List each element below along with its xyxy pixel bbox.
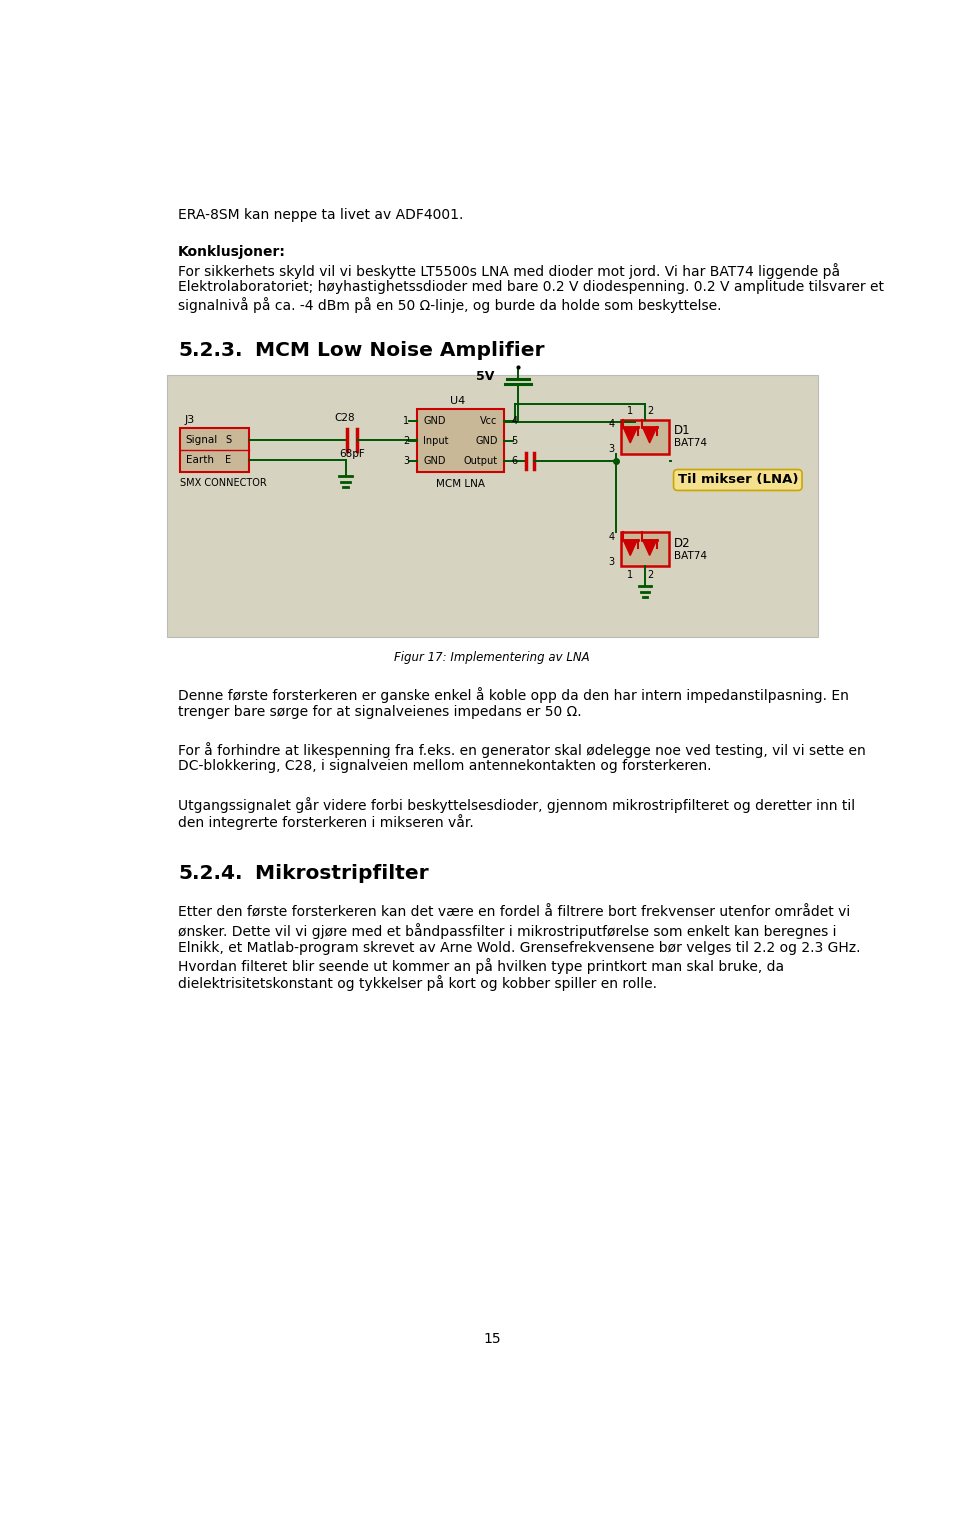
Text: Input: Input (423, 436, 449, 446)
Text: 3: 3 (609, 557, 614, 567)
Text: D2: D2 (674, 537, 690, 550)
Text: ønsker. Dette vil vi gjøre med et båndpassfilter i mikrostriputførelse som enkel: ønsker. Dette vil vi gjøre med et båndpa… (179, 924, 836, 939)
Text: MCM LNA: MCM LNA (436, 480, 485, 489)
Text: D1: D1 (674, 425, 690, 437)
Text: 4: 4 (609, 419, 614, 430)
Text: 5V: 5V (476, 370, 494, 384)
Text: 5.2.4.: 5.2.4. (179, 864, 243, 884)
Text: S: S (226, 436, 231, 445)
Text: 5: 5 (512, 436, 517, 446)
Text: For å forhindre at likespenning fra f.eks. en generator skal ødelegge noe ved te: For å forhindre at likespenning fra f.ek… (179, 742, 866, 758)
Text: ERA-8SM kan neppe ta livet av ADF4001.: ERA-8SM kan neppe ta livet av ADF4001. (179, 208, 464, 222)
Text: 3: 3 (403, 456, 409, 466)
Text: den integrerte forsterkeren i mikseren vår.: den integrerte forsterkeren i mikseren v… (179, 813, 474, 830)
Text: Utgangssignalet går videre forbi beskyttelsesdioder, gjennom mikrostripfilteret : Utgangssignalet går videre forbi beskytt… (179, 797, 855, 812)
Bar (418, 410, 504, 472)
Bar (180, 428, 250, 472)
Text: 15: 15 (483, 1332, 501, 1346)
Text: 6: 6 (512, 456, 517, 466)
Text: 2: 2 (647, 570, 654, 581)
Text: Mikrostripfilter: Mikrostripfilter (234, 864, 428, 884)
Text: Elnikk, et Matlab-program skrevet av Arne Wold. Grensefrekvensene bør velges til: Elnikk, et Matlab-program skrevet av Arn… (179, 940, 860, 954)
Text: GND: GND (423, 416, 445, 425)
Text: 4: 4 (609, 532, 614, 541)
Text: J3: J3 (184, 414, 195, 425)
Text: Denne første forsterkeren er ganske enkel å koble opp da den har intern impedans: Denne første forsterkeren er ganske enke… (179, 688, 849, 703)
Text: SMX CONNECTOR: SMX CONNECTOR (180, 479, 266, 488)
Bar (166, 375, 818, 638)
Text: Elektrolaboratoriet; høyhastighetssdioder med bare 0.2 V diodespenning. 0.2 V am: Elektrolaboratoriet; høyhastighetssdiode… (179, 280, 884, 294)
Text: 1: 1 (627, 570, 634, 581)
Polygon shape (642, 428, 657, 443)
Bar (621, 420, 669, 454)
Text: 2: 2 (647, 407, 654, 416)
Text: MCM Low Noise Amplifier: MCM Low Noise Amplifier (234, 341, 544, 361)
Text: 4: 4 (512, 416, 517, 425)
Text: Signal: Signal (185, 436, 218, 445)
Text: GND: GND (475, 436, 497, 446)
Text: For sikkerhets skyld vil vi beskytte LT5500s LNA med dioder mot jord. Vi har BAT: For sikkerhets skyld vil vi beskytte LT5… (179, 263, 840, 278)
Bar (621, 532, 669, 566)
Text: Vcc: Vcc (480, 416, 497, 425)
Text: Earth: Earth (185, 454, 214, 465)
Text: 1: 1 (403, 416, 409, 425)
Text: Konklusjoner:: Konklusjoner: (179, 245, 286, 258)
Polygon shape (623, 540, 637, 555)
Text: 3: 3 (609, 443, 614, 454)
Text: Til mikser (LNA): Til mikser (LNA) (678, 474, 798, 486)
Text: BAT74: BAT74 (674, 550, 707, 561)
Text: Etter den første forsterkeren kan det være en fordel å filtrere bort frekvenser : Etter den første forsterkeren kan det væ… (179, 905, 851, 920)
Text: U4: U4 (450, 396, 466, 407)
Polygon shape (623, 428, 637, 443)
Text: 2: 2 (403, 436, 409, 446)
Text: signalnivå på ca. -4 dBm på en 50 Ω-linje, og burde da holde som beskyttelse.: signalnivå på ca. -4 dBm på en 50 Ω-linj… (179, 298, 722, 313)
Text: Output: Output (464, 456, 497, 466)
Text: E: E (226, 454, 231, 465)
Text: dielektrisitetskonstant og tykkelser på kort og kobber spiller en rolle.: dielektrisitetskonstant og tykkelser på … (179, 976, 658, 991)
Text: Hvordan filteret blir seende ut kommer an på hvilken type printkort man skal bru: Hvordan filteret blir seende ut kommer a… (179, 959, 784, 974)
Text: 68pF: 68pF (339, 450, 365, 459)
Text: trenger bare sørge for at signalveienes impedans er 50 Ω.: trenger bare sørge for at signalveienes … (179, 705, 582, 719)
Text: DC-blokkering, C28, i signalveien mellom antennekontakten og forsterkeren.: DC-blokkering, C28, i signalveien mellom… (179, 760, 711, 774)
Text: GND: GND (423, 456, 445, 466)
Text: Figur 17: Implementering av LNA: Figur 17: Implementering av LNA (395, 651, 589, 664)
Polygon shape (642, 540, 657, 555)
Text: 1: 1 (627, 407, 634, 416)
Text: C28: C28 (334, 413, 354, 424)
Text: BAT74: BAT74 (674, 439, 707, 448)
Text: 5.2.3.: 5.2.3. (179, 341, 243, 361)
